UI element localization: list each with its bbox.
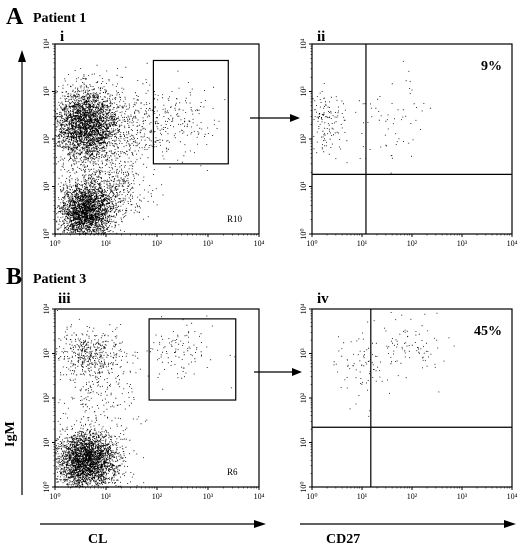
patient-label-1: Patient 1: [33, 11, 86, 26]
x-tick-label-iii-0: 10⁰: [49, 492, 60, 501]
y-tick-label-ii-1: 10¹: [299, 181, 308, 192]
y-tick-label-iv-2: 10²: [299, 392, 308, 403]
subplot-label-iv: iv: [317, 291, 329, 307]
data-points-ii: [312, 60, 431, 174]
y-tick-label-iv-1: 10¹: [299, 437, 308, 448]
subplot-label-ii: ii: [317, 29, 325, 45]
x-tick-label-i-3: 10³: [203, 239, 214, 248]
x-tick-label-i-4: 10⁴: [254, 239, 265, 248]
connector-arrow-a: [250, 114, 300, 122]
patient-label-3: Patient 3: [33, 272, 86, 287]
gate-rectangle-iii: [148, 318, 237, 401]
dot-cloud-i: [55, 62, 226, 235]
x-tick-label-i-1: 10¹: [101, 239, 112, 248]
x-tick-label-iii-1: 10¹: [101, 492, 112, 501]
y-tick-label-iv-4: 10⁴: [299, 303, 308, 314]
y-tick-label-i-0: 10⁰: [42, 228, 51, 239]
scatter-plot-iv: 10⁰ 10¹ 10² 10³ 10⁴ 10⁰ 10¹ 10² 10³ 10⁴ 45% iv: [299, 291, 518, 501]
gate-label-i: R10: [227, 214, 243, 224]
scatter-plot-iii: 10⁰ 10¹ 10² 10³ 10⁴ 10⁰ 10¹ 10² 10³ 10⁴ R6 iii: [42, 291, 265, 501]
x-tick-label-iii-4: 10⁴: [254, 492, 265, 501]
y-axis-arrow: [18, 50, 26, 495]
x-tick-label-i-0: 10⁰: [49, 239, 60, 248]
y-tick-label-i-2: 10²: [42, 133, 51, 144]
x-tick-label-iv-2: 10²: [407, 492, 418, 501]
data-points-iii: [55, 310, 236, 488]
axis-ticks-iii: 10⁰ 10¹ 10² 10³ 10⁴ 10⁰ 10¹ 10² 10³ 10⁴: [42, 303, 265, 501]
gate-label-iii: R6: [227, 467, 238, 477]
subplot-label-i: i: [60, 29, 64, 45]
panel-label-a: A: [6, 4, 24, 30]
x-tick-label-ii-2: 10²: [407, 239, 418, 248]
y-tick-label-ii-4: 10⁴: [299, 38, 308, 49]
x-axis-label-cl: CL: [88, 532, 107, 547]
y-tick-label-ii-3: 10³: [299, 86, 308, 97]
y-tick-label-iii-4: 10⁴: [42, 303, 51, 314]
x-tick-label-ii-1: 10¹: [357, 239, 368, 248]
x-axis-label-cd27: CD27: [326, 532, 360, 547]
x-tick-label-iv-0: 10⁰: [306, 492, 317, 501]
connector-arrow-b: [254, 368, 302, 376]
x-axis-arrow-cd27: [300, 520, 516, 528]
dot-cloud-iv: [333, 312, 455, 417]
subplot-label-iii: iii: [58, 291, 71, 307]
x-tick-label-ii-0: 10⁰: [306, 239, 317, 248]
y-tick-label-iii-3: 10³: [42, 348, 51, 359]
axis-ticks-iv: 10⁰ 10¹ 10² 10³ 10⁴ 10⁰ 10¹ 10² 10³ 10⁴: [299, 303, 518, 501]
axis-ticks-ii: 10⁰ 10¹ 10² 10³ 10⁴ 10⁰ 10¹ 10² 10³ 10⁴: [299, 38, 518, 248]
y-tick-label-i-1: 10¹: [42, 181, 51, 192]
y-tick-label-iv-3: 10³: [299, 348, 308, 359]
panel-label-b: B: [6, 264, 22, 290]
data-points-iv: [333, 312, 455, 417]
percentage-label-iv: 45%: [474, 324, 502, 339]
x-tick-label-i-2: 10²: [152, 239, 163, 248]
y-tick-label-ii-0: 10⁰: [299, 228, 308, 239]
x-tick-label-iv-4: 10⁴: [507, 492, 518, 501]
y-tick-label-i-3: 10³: [42, 86, 51, 97]
x-tick-label-iii-2: 10²: [152, 492, 163, 501]
y-tick-label-ii-2: 10²: [299, 133, 308, 144]
axis-ticks-i: 10⁰ 10¹ 10² 10³ 10⁴ 10⁰ 10¹ 10² 10³ 10⁴: [42, 38, 265, 248]
gate-rectangle-i: [152, 59, 229, 165]
x-tick-label-iii-3: 10³: [203, 492, 214, 501]
y-tick-label-iii-1: 10¹: [42, 437, 51, 448]
x-tick-label-ii-4: 10⁴: [507, 239, 518, 248]
y-tick-label-iv-0: 10⁰: [299, 481, 308, 492]
y-tick-label-iii-0: 10⁰: [42, 481, 51, 492]
dot-cloud-iii: [55, 310, 236, 488]
x-tick-label-iv-1: 10¹: [357, 492, 368, 501]
y-axis-label: IgM: [3, 421, 18, 447]
dot-cloud-ii: [312, 60, 431, 174]
data-points-i: [55, 62, 226, 235]
scatter-plot-i: 10⁰ 10¹ 10² 10³ 10⁴ 10⁰ 10¹ 10² 10³ 10⁴ R10 i: [42, 29, 265, 248]
y-tick-label-iii-2: 10²: [42, 392, 51, 403]
x-axis-arrow-cl: [40, 520, 266, 528]
scatter-plot-ii: 10⁰ 10¹ 10² 10³ 10⁴ 10⁰ 10¹ 10² 10³ 10⁴ 9% ii: [299, 29, 518, 248]
x-tick-label-iv-3: 10³: [457, 492, 468, 501]
y-tick-label-i-4: 10⁴: [42, 38, 51, 49]
percentage-label-ii: 9%: [481, 59, 502, 74]
x-tick-label-ii-3: 10³: [457, 239, 468, 248]
